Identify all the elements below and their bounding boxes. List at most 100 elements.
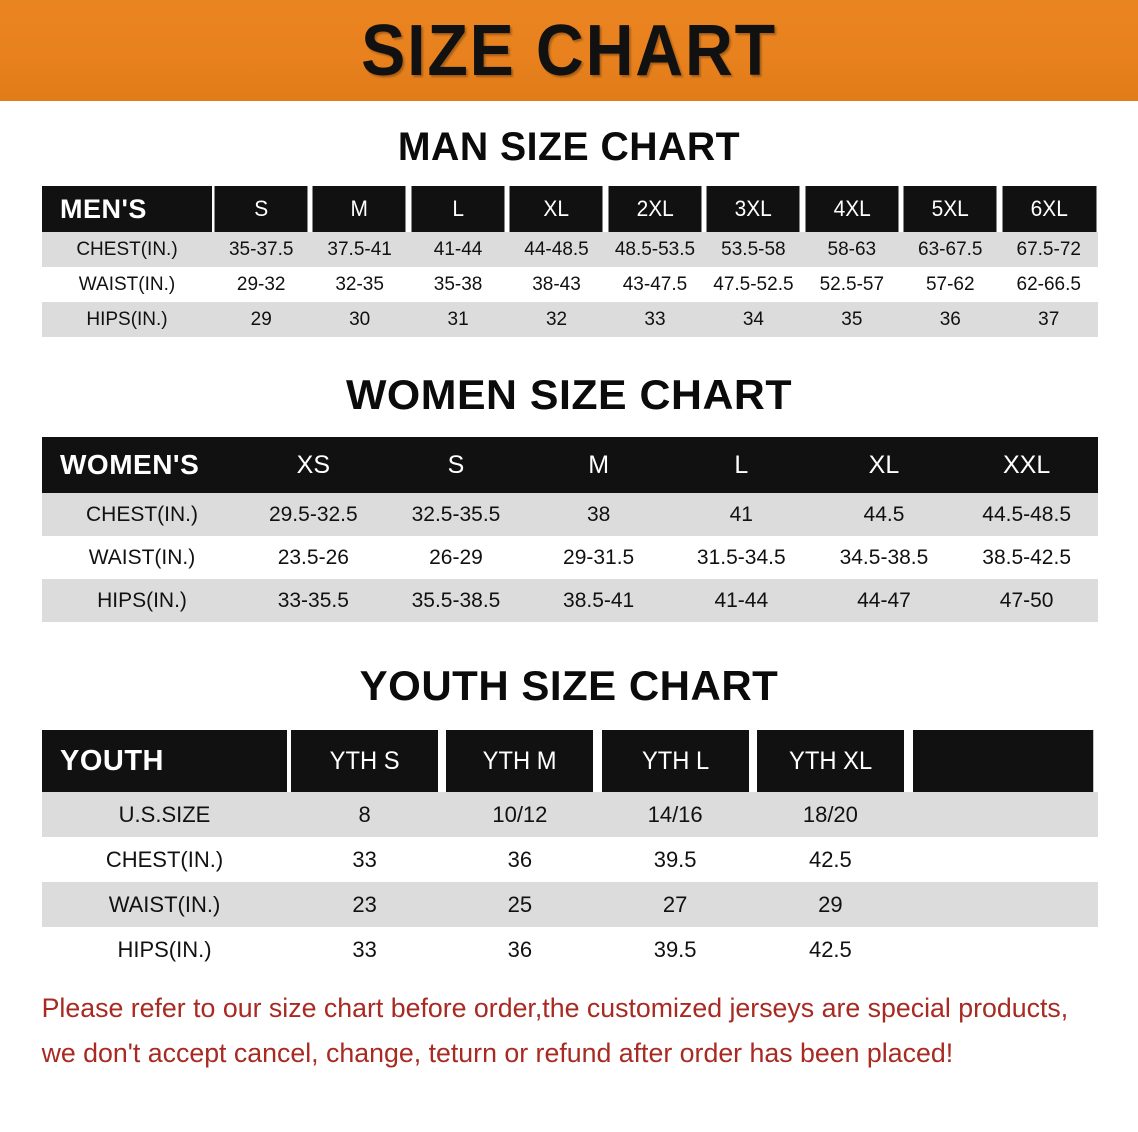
man-chest-6xl: 67.5-72	[1016, 238, 1081, 260]
table-row: CHEST(IN.) 33 36 39.5 42.5	[42, 837, 1098, 882]
youth-section-title: YOUTH SIZE CHART	[359, 662, 779, 709]
youth-us-size-xl: 18/20	[802, 801, 858, 827]
women-row-label-waist: WAIST(IN.)	[88, 545, 196, 569]
man-chest-l: 41-44	[433, 238, 483, 260]
women-waist-xs: 23.5-26	[277, 545, 349, 569]
women-row-label-hips: HIPS(IN.)	[97, 588, 187, 612]
women-hips-xs: 33-35.5	[277, 588, 349, 612]
man-row-label-hips: HIPS(IN.)	[86, 308, 168, 330]
man-chest-3xl: 53.5-58	[721, 238, 786, 260]
women-table-header-row: WOMEN'S XS S M L XL XXL	[42, 437, 1098, 493]
page-title: SIZE CHART	[361, 10, 777, 91]
youth-row-spacer	[908, 927, 1098, 972]
youth-chest-s: 33	[352, 846, 377, 872]
women-waist-s: 26-29	[429, 545, 483, 569]
man-header-col-2xl: 2XL	[608, 186, 702, 232]
man-chest-2xl: 48.5-53.5	[614, 238, 696, 260]
table-row: U.S.SIZE 8 10/12 14/16 18/20	[42, 792, 1098, 837]
table-row: WAIST(IN.) 23.5-26 26-29 29-31.5 31.5-34…	[42, 536, 1098, 579]
women-header-col-s: S	[384, 437, 528, 493]
man-hips-6xl: 37	[1038, 308, 1060, 330]
man-table-header-row: MEN'S S M L XL 2XL 3XL 4XL 5XL 6XL	[42, 186, 1098, 232]
man-chest-s: 35-37.5	[228, 238, 294, 260]
youth-waist-m: 25	[507, 891, 533, 917]
women-waist-xxl: 38.5-42.5	[982, 545, 1072, 569]
man-hips-l: 31	[447, 308, 469, 330]
women-chest-l: 41	[729, 502, 753, 526]
man-hips-xl: 32	[545, 308, 568, 330]
man-header-col-l: L	[411, 186, 505, 232]
man-waist-xl: 38-43	[532, 273, 581, 295]
man-waist-6xl: 62-66.5	[1016, 273, 1081, 295]
women-hips-xl: 44-47	[857, 588, 911, 612]
youth-header-col-xl: YTH XL	[756, 730, 905, 792]
table-row: WAIST(IN.) 23 25 27 29	[42, 882, 1098, 927]
women-section-title: WOMEN SIZE CHART	[345, 371, 793, 418]
man-hips-5xl: 36	[939, 308, 961, 330]
footer-disclaimer-line-2: we don't accept cancel, change, teturn o…	[41, 1038, 954, 1068]
youth-table-header-row: YOUTH YTH S YTH M YTH L YTH XL	[42, 730, 1098, 792]
women-chest-m: 38	[586, 502, 611, 526]
women-chest-s: 32.5-35.5	[411, 502, 501, 526]
man-header-col-s: S	[214, 186, 308, 232]
youth-header-spacer	[912, 730, 1094, 792]
youth-table-wrapper: YOUTH YTH S YTH M YTH L YTH XL U.S.SIZE …	[0, 730, 1138, 972]
youth-header-col-s: YTH S	[290, 730, 439, 792]
youth-us-size-l: 14/16	[647, 801, 703, 827]
man-hips-2xl: 33	[644, 308, 666, 330]
youth-waist-s: 23	[352, 891, 377, 917]
women-hips-xxl: 47-50	[999, 588, 1054, 612]
man-row-label-waist: WAIST(IN.)	[78, 273, 176, 295]
youth-chest-xl: 42.5	[808, 846, 852, 872]
man-hips-s: 29	[250, 308, 272, 330]
man-chest-5xl: 63-67.5	[918, 238, 983, 260]
man-header-col-xl: XL	[509, 186, 604, 232]
youth-header-col-m: YTH M	[446, 730, 594, 792]
women-row-label-chest: CHEST(IN.)	[86, 502, 198, 526]
youth-row-label-chest: CHEST(IN.)	[105, 846, 224, 872]
women-waist-xl: 34.5-38.5	[839, 545, 929, 569]
man-size-table: MEN'S S M L XL 2XL 3XL 4XL 5XL 6XL CHEST…	[42, 186, 1098, 337]
youth-us-size-m: 10/12	[492, 801, 548, 827]
youth-row-spacer	[908, 837, 1098, 882]
footer-disclaimer-line-1: Please refer to our size chart before or…	[41, 993, 1069, 1023]
man-hips-m: 30	[349, 308, 371, 330]
youth-row-label-us-size: U.S.SIZE	[118, 801, 211, 827]
women-chest-xxl: 44.5-48.5	[982, 502, 1072, 526]
women-header-corner-label: WOMEN'S	[42, 437, 242, 493]
youth-row-spacer	[908, 792, 1098, 837]
youth-row-label-hips: HIPS(IN.)	[117, 936, 212, 962]
women-hips-m: 38.5-41	[563, 588, 635, 612]
youth-header-corner-label: YOUTH	[42, 730, 287, 792]
youth-header-col-l: YTH L	[601, 730, 749, 792]
women-size-table: WOMEN'S XS S M L XL XXL CHEST(IN.) 29.5-…	[42, 437, 1098, 622]
man-table-wrapper: MEN'S S M L XL 2XL 3XL 4XL 5XL 6XL CHEST…	[0, 186, 1138, 337]
man-waist-2xl: 43-47.5	[622, 273, 688, 295]
man-hips-3xl: 34	[742, 308, 764, 330]
women-chest-xl: 44.5	[863, 502, 905, 526]
women-chest-xs: 29.5-32.5	[268, 502, 358, 526]
man-hips-4xl: 35	[841, 308, 863, 330]
page-banner: SIZE CHART	[0, 0, 1138, 101]
man-header-col-6xl: 6XL	[1001, 186, 1096, 232]
youth-chest-m: 36	[507, 846, 533, 872]
table-row: HIPS(IN.) 33 36 39.5 42.5	[42, 927, 1098, 972]
youth-waist-l: 27	[662, 891, 688, 917]
man-chest-4xl: 58-63	[827, 238, 877, 260]
man-waist-s: 29-32	[236, 273, 286, 295]
man-header-col-3xl: 3XL	[706, 186, 801, 232]
table-row: CHEST(IN.) 29.5-32.5 32.5-35.5 38 41 44.…	[42, 493, 1098, 536]
man-waist-l: 35-38	[433, 273, 483, 295]
table-row: HIPS(IN.) 33-35.5 35.5-38.5 38.5-41 41-4…	[42, 579, 1098, 622]
youth-hips-m: 36	[507, 936, 533, 962]
man-waist-5xl: 57-62	[925, 273, 975, 295]
youth-row-label-waist: WAIST(IN.)	[108, 891, 221, 917]
youth-hips-l: 39.5	[653, 936, 697, 962]
women-header-col-xxl: XXL	[955, 437, 1098, 493]
youth-chest-l: 39.5	[653, 846, 697, 872]
man-chest-xl: 44-48.5	[524, 238, 589, 260]
women-hips-s: 35.5-38.5	[411, 588, 501, 612]
women-header-col-xs: XS	[242, 437, 385, 493]
women-header-col-xl: XL	[812, 437, 956, 493]
man-header-col-m: M	[312, 186, 407, 232]
